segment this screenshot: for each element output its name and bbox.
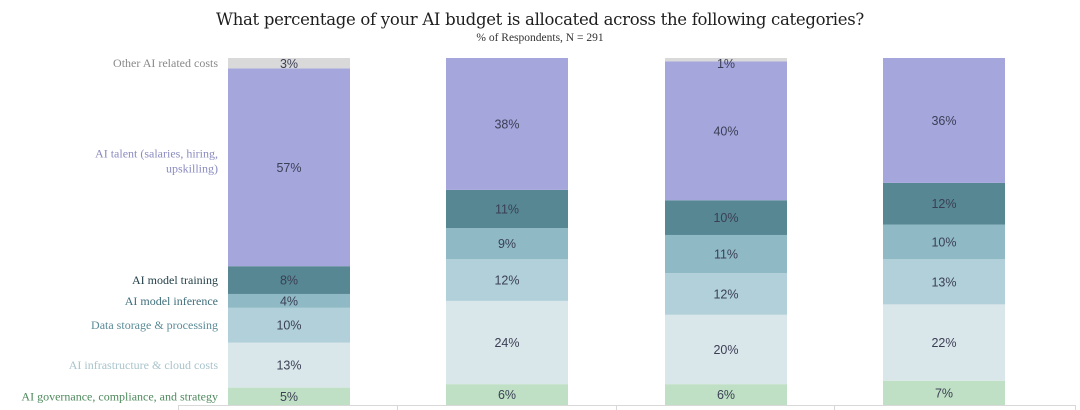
data-label: 8% [280,274,298,288]
data-label: 10% [713,211,738,225]
data-label: 10% [931,235,956,249]
bar-segment [883,380,1005,405]
data-label: 24% [494,336,519,350]
bar-segment [883,224,1005,260]
legend-label: Other AI related costs [113,56,218,70]
bar-segment [665,234,787,274]
data-label: 38% [494,117,519,131]
bar-segment [665,314,787,385]
bar-segment [228,342,350,388]
bar-segment [665,384,787,405]
data-label: 13% [931,275,956,289]
legend-label: AI infrastructure & cloud costs [69,358,219,372]
data-label: 6% [498,388,516,402]
data-label: 13% [276,359,301,373]
data-label: 12% [931,197,956,211]
bar-segment [665,200,787,235]
bar-segment [228,58,350,69]
data-label: 40% [713,124,738,138]
bar-segment [883,58,1005,183]
data-label: 57% [276,161,301,175]
legend-label: AI model training [132,273,218,287]
x-axis [178,405,1076,410]
bar-segment [665,273,787,315]
bar-segment [228,68,350,267]
bar-segment [228,307,350,343]
bar-segment [446,189,568,229]
legend-label: AI governance, compliance, and strategy [21,389,218,403]
data-label: 5% [280,390,298,404]
category-labels-group: AI governance, compliance, and strategy A… [21,56,218,403]
segment-labels-group: 5% 13% 10% 4% 8% 57% 3% 6% 24% 12% 9% 11% 38% 6% 20% 12… [276,57,956,404]
data-label: 12% [494,274,519,288]
data-label: 9% [498,237,516,251]
bar-segment [883,304,1005,381]
data-label: 12% [713,287,738,301]
legend-label: Data storage & processing [91,318,218,332]
bar-segment [883,182,1005,225]
data-label: 36% [931,114,956,128]
bar-segment [228,293,350,308]
bar-segment [665,58,787,62]
data-label: 11% [495,202,519,216]
data-label: 6% [717,388,735,402]
legend-label: AI model inference [125,294,218,308]
bar-segment [883,259,1005,305]
data-label: 11% [714,248,738,262]
bar-segment [665,61,787,201]
bar-segment [446,58,568,190]
bars-group [228,58,1005,405]
data-label: 1% [717,57,735,71]
chart-title: What percentage of your AI budget is all… [216,10,864,29]
data-label: 20% [713,343,738,357]
bar-segment [228,266,350,294]
data-label: 7% [935,386,953,400]
bar-segment [446,384,568,405]
bar-segment [446,259,568,301]
data-label: 22% [931,336,956,350]
legend-label: AI talent (salaries, hiring, [95,146,218,160]
bar-segment [228,387,350,405]
bar-segment [446,228,568,260]
chart-subtitle: % of Respondents, N = 291 [476,32,604,44]
data-label: 3% [280,57,298,71]
bar-segment [446,300,568,385]
data-label: 10% [276,319,301,333]
legend-label: upskilling) [166,161,218,175]
data-label: 4% [280,294,298,308]
